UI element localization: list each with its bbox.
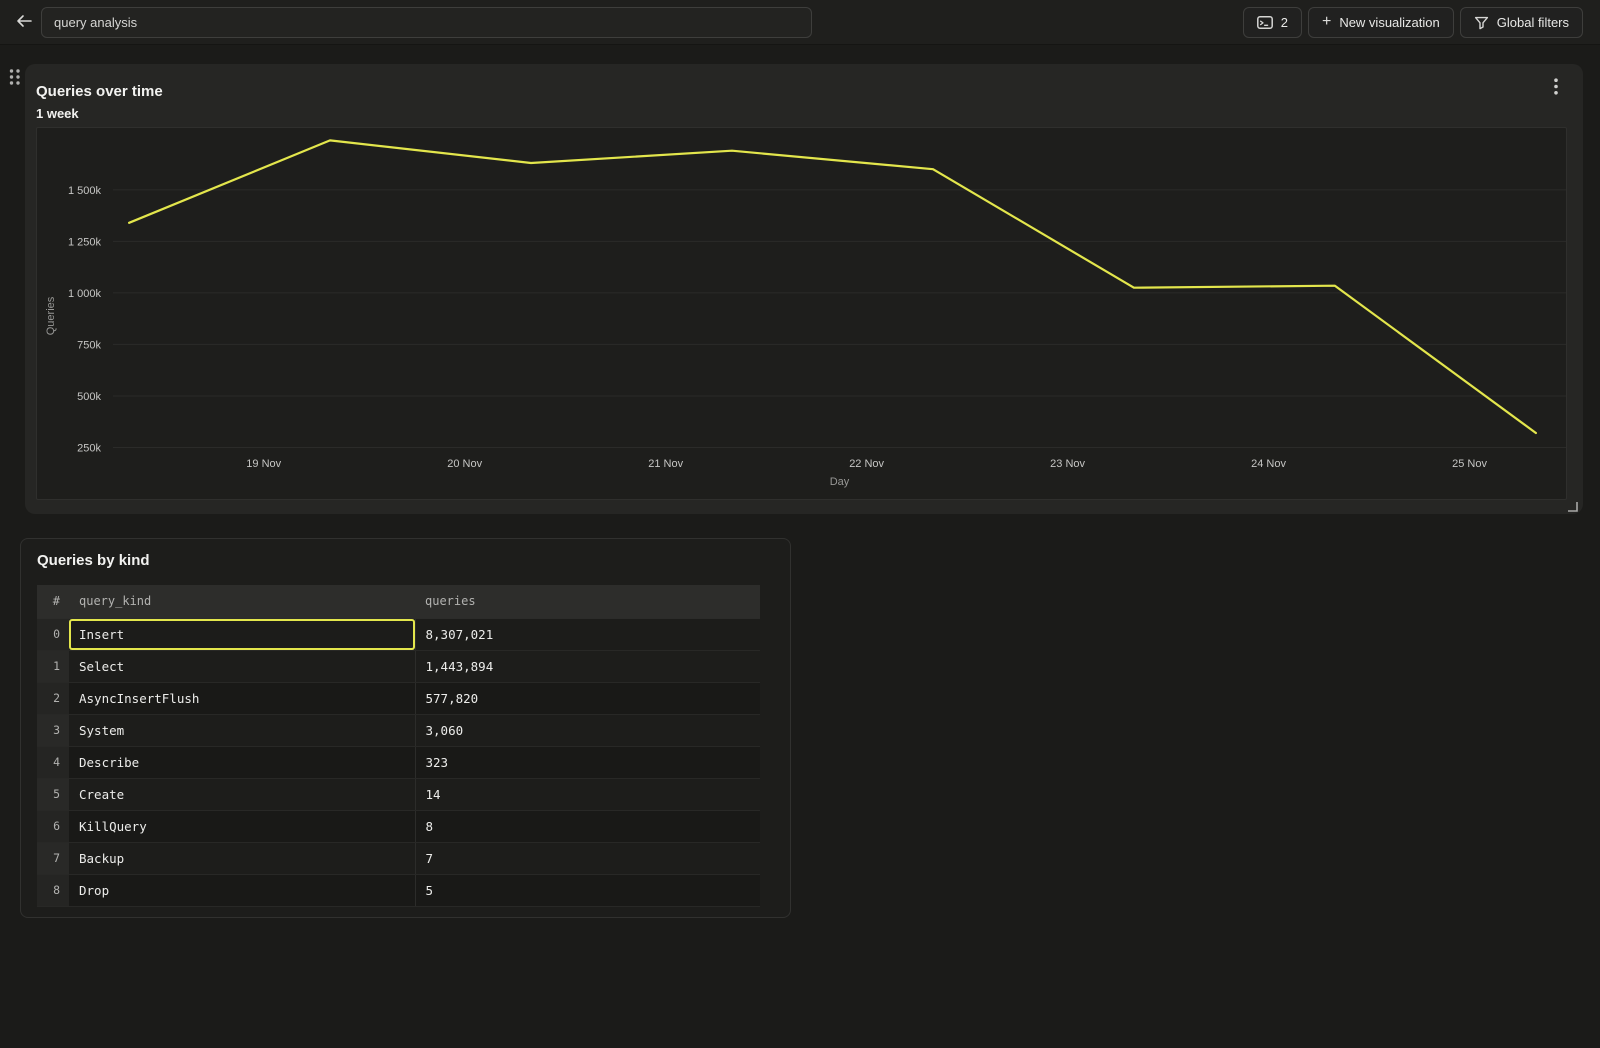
table-row: 5 Create 14 <box>37 778 760 811</box>
chart-subtitle: 1 week <box>36 106 79 121</box>
table-row: 4 Describe 323 <box>37 746 760 779</box>
table-row: 2 AsyncInsertFlush 577,820 <box>37 682 760 715</box>
resize-handle-icon[interactable] <box>1567 500 1579 512</box>
sql-console-icon <box>1256 16 1273 29</box>
svg-text:22 Nov: 22 Nov <box>849 458 884 470</box>
svg-text:Queries: Queries <box>45 296 57 335</box>
row-index-cell: 7 <box>37 842 69 875</box>
query-kind-cell[interactable]: Backup <box>69 842 415 875</box>
query-kind-cell[interactable]: Select <box>69 650 415 683</box>
query-kind-cell[interactable]: Create <box>69 778 415 811</box>
table-row: 1 Select 1,443,894 <box>37 650 760 683</box>
svg-text:24 Nov: 24 Nov <box>1251 458 1286 470</box>
row-index-cell: 6 <box>37 810 69 843</box>
query-kind-cell[interactable]: KillQuery <box>69 810 415 843</box>
svg-text:20 Nov: 20 Nov <box>447 458 482 470</box>
queries-value-cell[interactable]: 1,443,894 <box>414 650 760 683</box>
table-row: 6 KillQuery 8 <box>37 810 760 843</box>
queries-value-cell[interactable]: 14 <box>414 778 760 811</box>
query-kind-cell[interactable]: Insert <box>69 618 415 651</box>
console-count-label: 2 <box>1280 15 1288 30</box>
svg-text:21 Nov: 21 Nov <box>648 458 683 470</box>
svg-text:Day: Day <box>830 476 850 488</box>
col-header-queries[interactable]: queries <box>415 585 760 619</box>
back-arrow-icon <box>15 14 33 31</box>
global-filters-button[interactable]: Global filters <box>1459 7 1583 38</box>
row-index-cell: 5 <box>37 778 69 811</box>
row-index-cell: 2 <box>37 682 69 715</box>
topbar-actions: 2 + New visualization Global filters <box>1242 7 1583 38</box>
plus-icon: + <box>1321 13 1332 30</box>
queries-value-cell[interactable]: 323 <box>414 746 760 779</box>
queries-value-cell[interactable]: 8,307,021 <box>414 618 760 651</box>
chart-title: Queries over time <box>36 83 163 100</box>
dashboard-title-input[interactable] <box>41 7 812 38</box>
query-kind-cell[interactable]: Drop <box>69 874 415 907</box>
row-index-cell: 8 <box>37 874 69 907</box>
svg-text:1 500k: 1 500k <box>68 185 102 197</box>
svg-text:25 Nov: 25 Nov <box>1452 458 1487 470</box>
kebab-menu-icon <box>1554 78 1558 98</box>
queries-value-cell[interactable]: 577,820 <box>414 682 760 715</box>
table-row: 0 Insert 8,307,021 <box>37 618 760 651</box>
queries-value-cell[interactable]: 7 <box>414 842 760 875</box>
svg-text:23 Nov: 23 Nov <box>1050 458 1085 470</box>
table-title: Queries by kind <box>37 552 150 569</box>
svg-text:250k: 250k <box>77 442 101 454</box>
svg-text:750k: 750k <box>77 339 101 351</box>
query-kind-cell[interactable]: AsyncInsertFlush <box>69 682 415 715</box>
table-row: 3 System 3,060 <box>37 714 760 747</box>
svg-text:500k: 500k <box>77 391 101 403</box>
queries-value-cell[interactable]: 8 <box>414 810 760 843</box>
table-row: 8 Drop 5 <box>37 874 760 907</box>
queries-value-cell[interactable]: 3,060 <box>414 714 760 747</box>
table-row: 7 Backup 7 <box>37 842 760 875</box>
new-visualization-label: New visualization <box>1339 15 1440 30</box>
new-visualization-button[interactable]: + New visualization <box>1307 7 1454 38</box>
query-kind-cell[interactable]: System <box>69 714 415 747</box>
row-index-cell: 1 <box>37 650 69 683</box>
queries-table: # query_kind queries 0 Insert 8,307,021 1 Se… <box>37 585 760 907</box>
line-chart[interactable]: 250k 500k 750k 1 000k 1 250k 1 500k 19 Nov 20 N… <box>36 127 1567 500</box>
svg-text:1 250k: 1 250k <box>68 236 102 248</box>
table-header-row: # query_kind queries <box>37 585 760 619</box>
drag-handle-icon[interactable] <box>7 68 23 86</box>
svg-text:1 000k: 1 000k <box>68 288 102 300</box>
sql-console-count-button[interactable]: 2 <box>1242 7 1302 38</box>
top-bar: 2 + New visualization Global filters <box>0 0 1600 45</box>
funnel-icon <box>1474 16 1489 30</box>
queries-value-cell[interactable]: 5 <box>414 874 760 907</box>
row-index-cell: 3 <box>37 714 69 747</box>
col-header-index[interactable]: # <box>37 585 69 619</box>
query-kind-cell[interactable]: Describe <box>69 746 415 779</box>
back-button[interactable] <box>10 8 38 36</box>
queries-by-kind-panel: Queries by kind # query_kind queries 0 In… <box>20 538 791 918</box>
global-filters-label: Global filters <box>1496 15 1569 30</box>
queries-over-time-panel: Queries over time 1 week 250k 500k 750k 1 0… <box>25 64 1583 514</box>
panel-menu-button[interactable] <box>1545 77 1567 99</box>
svg-text:19 Nov: 19 Nov <box>246 458 281 470</box>
row-index-cell: 0 <box>37 618 69 651</box>
col-header-query-kind[interactable]: query_kind <box>69 585 415 619</box>
row-index-cell: 4 <box>37 746 69 779</box>
